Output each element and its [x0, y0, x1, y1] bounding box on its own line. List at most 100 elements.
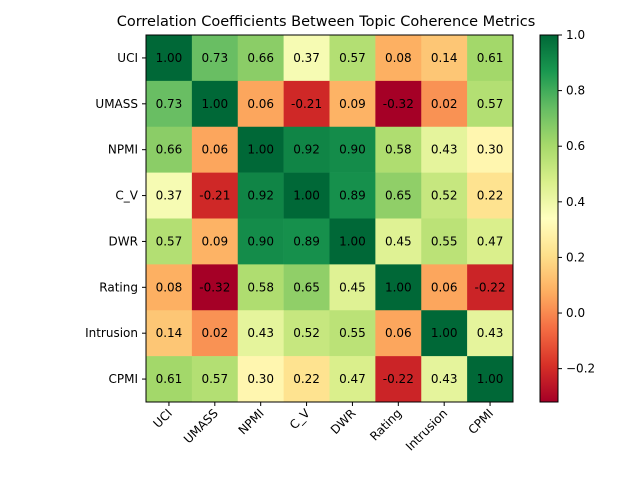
heatmap-cell	[329, 264, 376, 311]
heatmap-cell	[191, 80, 239, 128]
cell-value-label: 0.89	[339, 189, 366, 203]
cell-value-label: 1.00	[247, 143, 274, 157]
heatmap-cell	[421, 126, 468, 173]
y-tick-label: UCI	[117, 51, 138, 65]
colorbar-tick-label: 0.8	[566, 84, 585, 98]
heatmap-cell	[146, 356, 193, 403]
cell-value-label: 0.06	[201, 143, 228, 157]
cell-value-label: 1.00	[156, 51, 183, 65]
heatmap-cell	[375, 218, 422, 265]
cell-value-label: 0.45	[385, 234, 412, 248]
cell-value-label: 0.92	[293, 143, 320, 157]
heatmap-cell	[329, 35, 376, 82]
cell-value-label: 0.58	[247, 280, 274, 294]
heatmap-cell	[467, 172, 514, 219]
cell-value-label: 0.43	[431, 143, 458, 157]
heatmap-cell	[283, 35, 330, 82]
heatmap-cell	[237, 172, 284, 219]
y-tick-label: CPMI	[108, 372, 138, 386]
cell-value-label: 0.65	[385, 189, 412, 203]
y-tick-label: Intrusion	[85, 326, 138, 340]
heatmap-cell	[237, 126, 284, 173]
heatmap-cell	[283, 80, 330, 128]
cell-value-label: 0.45	[339, 280, 366, 294]
heatmap-cell	[421, 172, 468, 219]
x-tick-label: Intrusion	[403, 406, 450, 453]
heatmap-cell	[421, 310, 468, 357]
heatmap-cell	[375, 35, 422, 82]
cell-value-label: 0.06	[431, 280, 458, 294]
cell-value-label: 1.00	[339, 234, 366, 248]
heatmap-cell	[375, 80, 422, 128]
cell-value-label: 1.00	[431, 326, 458, 340]
heatmap-cell-labels: 1.00 0.73 0.66 0.37 0.57 0.08 0.14 0.61 0.73 1.00…	[156, 51, 506, 386]
heatmap-cell	[146, 264, 193, 311]
heatmap-cell	[283, 126, 330, 173]
cell-value-label: 0.57	[339, 51, 366, 65]
heatmap-cell	[146, 35, 193, 82]
x-tick-label: UMASS	[181, 406, 221, 446]
heatmap-cell	[191, 310, 239, 357]
heatmap-cell	[329, 356, 376, 403]
heatmap-cell	[421, 356, 468, 403]
y-tick-label: NPMI	[108, 143, 138, 157]
heatmap-cell	[283, 172, 330, 219]
cell-value-label: 0.61	[156, 372, 183, 386]
x-tick-label: DWR	[328, 406, 359, 437]
cell-value-label: 1.00	[293, 189, 320, 203]
cell-value-label: 0.92	[247, 189, 274, 203]
cell-value-label: 0.22	[477, 189, 504, 203]
y-tick-label: Rating	[99, 280, 138, 294]
heatmap-cell	[329, 218, 376, 265]
cell-value-label: 0.57	[201, 372, 228, 386]
y-tick-label: DWR	[109, 234, 138, 248]
heatmap-cell	[283, 310, 330, 357]
heatmap-cell	[146, 80, 193, 128]
plot-frame	[145, 34, 514, 403]
x-tick-label: UCI	[151, 406, 176, 431]
heatmap-cell	[421, 80, 468, 128]
heatmap-cell	[146, 172, 193, 219]
heatmap-cell	[375, 310, 422, 357]
colorbar-tick-label: 0.0	[566, 306, 585, 320]
y-tick-label: C_V	[115, 189, 138, 203]
heatmap-cell	[191, 126, 239, 173]
cell-value-label: 0.47	[339, 372, 366, 386]
heatmap-cell	[146, 218, 193, 265]
cell-value-label: 0.52	[431, 189, 458, 203]
heatmap-cell	[467, 218, 514, 265]
heatmap-cell	[146, 310, 193, 357]
cell-value-label: 0.06	[385, 326, 412, 340]
heatmap-cell	[237, 218, 284, 265]
cell-value-label: 0.73	[201, 51, 228, 65]
cell-value-label: 0.52	[293, 326, 320, 340]
heatmap-cell	[467, 356, 514, 403]
heatmap-cell	[191, 356, 239, 403]
cell-value-label: 0.57	[156, 234, 183, 248]
cell-value-label: 0.06	[247, 97, 274, 111]
heatmap-cell	[467, 310, 514, 357]
colorbar	[540, 35, 558, 402]
cell-value-label: 0.73	[156, 97, 183, 111]
heatmap-cell	[329, 310, 376, 357]
heatmap-cell	[329, 126, 376, 173]
heatmap-cell	[146, 126, 193, 173]
x-tick-label: CPMI	[465, 406, 496, 437]
cell-value-label: -0.22	[475, 280, 506, 294]
heatmap-cell	[421, 35, 468, 82]
heatmap-cell	[237, 80, 284, 128]
y-tick-label: UMASS	[95, 97, 138, 111]
cell-value-label: 0.09	[201, 234, 228, 248]
colorbar-tick-label: 0.2	[566, 250, 585, 264]
colorbar-tick-label: 0.4	[566, 195, 585, 209]
colorbar-tick-label: 1.0	[566, 28, 585, 42]
x-tick-label: Rating	[367, 406, 404, 443]
heatmap-cell	[283, 356, 330, 403]
cell-value-label: -0.22	[383, 372, 414, 386]
cell-value-label: 0.02	[431, 97, 458, 111]
heatmap-cell	[237, 264, 284, 311]
cell-value-label: -0.32	[383, 97, 414, 111]
cell-value-label: 0.08	[156, 280, 183, 294]
colorbar-tick-label: −0.2	[566, 362, 595, 376]
x-tick-label: NPMI	[236, 406, 267, 437]
